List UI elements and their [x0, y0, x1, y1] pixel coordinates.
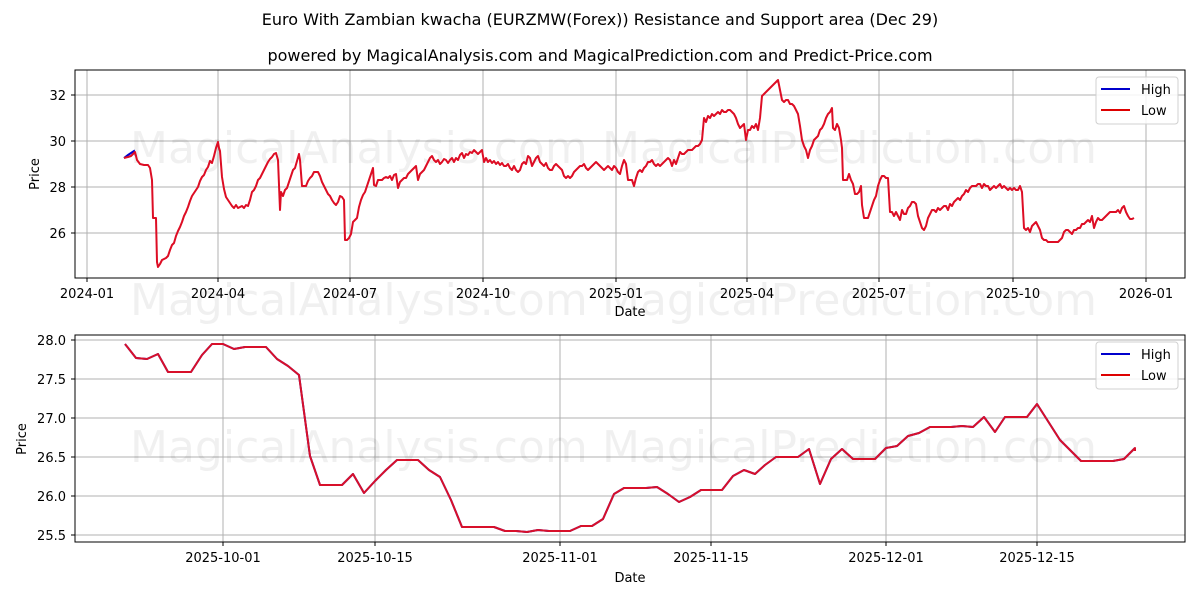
legend-high-label: High — [1141, 348, 1171, 363]
top-ytick: 28 — [49, 181, 66, 196]
bottom-ytick: 26.5 — [37, 451, 66, 466]
bottom-xtick: 2025-11-15 — [673, 551, 749, 566]
watermark-top-2: MagicalPrediction.com — [602, 123, 1097, 174]
bottom-panel: MagicalAnalysis.com MagicalPrediction.co… — [15, 334, 1186, 586]
legend-low-label: Low — [1141, 369, 1167, 384]
top-ylabel: Price — [28, 158, 43, 190]
bottom-ytick: 27.5 — [37, 373, 66, 388]
top-xtick: 2024-01 — [60, 287, 114, 302]
top-low-line — [123, 79, 1135, 268]
top-panel: MagicalAnalysis.com MagicalPrediction.co… — [28, 69, 1186, 326]
watermark-mid-1: MagicalAnalysis.com — [130, 275, 588, 326]
bottom-xtick: 2025-12-01 — [848, 551, 924, 566]
bottom-ytick: 28.0 — [37, 334, 66, 349]
bottom-ylabel: Price — [15, 423, 30, 455]
bottom-ytick: 26.0 — [37, 490, 66, 505]
top-xtick: 2025-07 — [852, 287, 906, 302]
bottom-xtick: 2025-11-01 — [522, 551, 598, 566]
legend-high-label: High — [1141, 83, 1171, 98]
bottom-xtick: 2025-10-01 — [185, 551, 261, 566]
watermark-bottom-2: MagicalPrediction.com — [602, 422, 1097, 473]
top-axes-frame — [74, 69, 1186, 279]
top-xtick: 2025-01 — [589, 287, 643, 302]
top-legend: High Low — [1095, 76, 1179, 125]
watermark-bottom-1: MagicalAnalysis.com — [130, 422, 588, 473]
top-xlabel: Date — [614, 305, 645, 320]
top-xtick: 2024-10 — [456, 287, 510, 302]
watermark-mid-2: MagicalPrediction.com — [602, 275, 1097, 326]
top-xtick: 2025-04 — [720, 287, 774, 302]
bottom-xtick: 2025-12-15 — [999, 551, 1075, 566]
bottom-low-line — [124, 343, 1136, 533]
watermark-top-1: MagicalAnalysis.com — [130, 123, 588, 174]
bottom-ytick: 25.5 — [37, 529, 66, 544]
chart-title: Euro With Zambian kwacha (EURZMW(Forex))… — [261, 10, 939, 29]
top-xtick: 2026-01 — [1119, 287, 1173, 302]
bottom-legend: High Low — [1095, 341, 1179, 390]
top-ytick: 32 — [49, 89, 66, 104]
bottom-ytick: 27.0 — [37, 412, 66, 427]
top-grid — [75, 70, 1185, 278]
top-xtick: 2024-07 — [323, 287, 377, 302]
bottom-axes-frame — [74, 334, 1186, 543]
top-ytick: 26 — [49, 227, 66, 242]
top-xtick: 2024-04 — [191, 287, 245, 302]
legend-low-label: Low — [1141, 104, 1167, 119]
chart-subtitle: powered by MagicalAnalysis.com and Magic… — [267, 46, 933, 65]
bottom-xtick: 2025-10-15 — [337, 551, 413, 566]
bottom-grid — [75, 335, 1185, 542]
bottom-xlabel: Date — [614, 571, 645, 586]
top-xtick: 2025-10 — [986, 287, 1040, 302]
top-ytick: 30 — [49, 135, 66, 150]
